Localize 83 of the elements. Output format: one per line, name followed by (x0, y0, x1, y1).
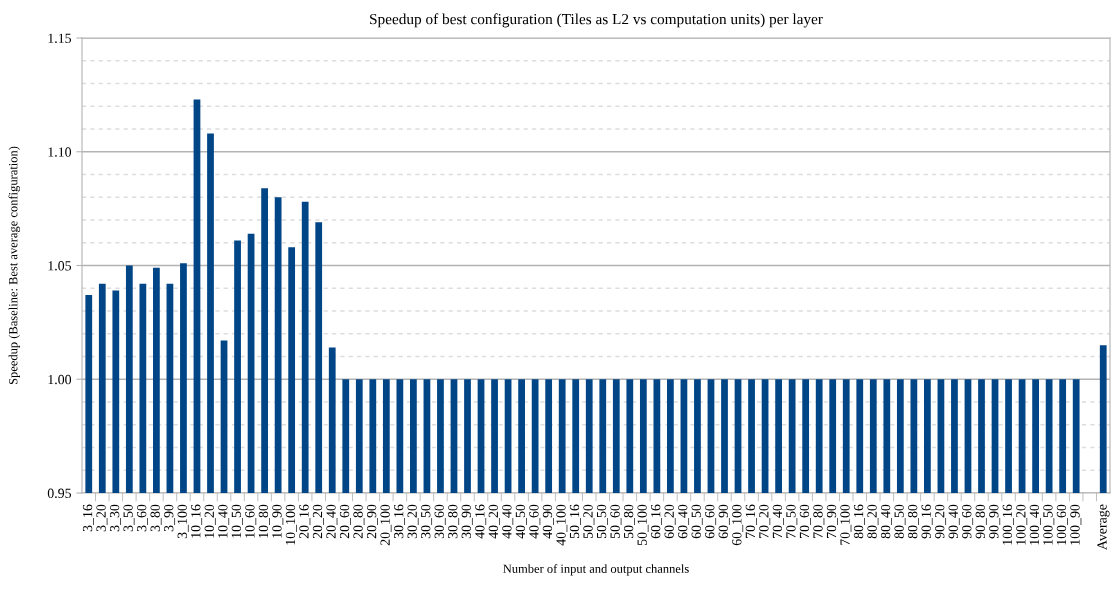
x-tick-label: 60_60 (705, 504, 717, 539)
x-tick-label: 10_100 (285, 504, 297, 545)
x-tick-label: 60_100 (732, 504, 744, 546)
x-tick-label: 10_60 (245, 504, 257, 538)
x-tick-label: 50_100 (637, 504, 649, 545)
x-tick-label: 90_80 (975, 504, 987, 539)
x-tick-label: 3_60 (136, 504, 148, 532)
x-tick-label: 100_40 (1029, 504, 1041, 545)
x-tick-label: 70_50 (786, 504, 798, 538)
y-tick-label: 1.10 (48, 147, 72, 157)
x-tick-label: 90_90 (989, 504, 1001, 539)
x-tick-label: 40_16 (475, 504, 487, 539)
x-tick-label: 40_20 (488, 504, 500, 539)
x-tick-label: 80_80 (907, 504, 919, 539)
x-tick-label: 3_100 (177, 504, 189, 539)
x-tick-label: 70_16 (745, 504, 757, 538)
x-tick-label: 50_20 (583, 504, 595, 539)
x-tick-label: 90_40 (948, 504, 960, 539)
x-tick-label: 90_20 (935, 504, 947, 539)
x-tick-label: 70_20 (759, 504, 771, 538)
x-tick-label: 20_100 (380, 504, 392, 546)
x-tick-label: 10_90 (272, 504, 284, 538)
x-tick-label: 100_16 (1002, 504, 1014, 545)
x-tick-label: 40_60 (529, 504, 541, 539)
x-tick-label: 70_60 (799, 504, 811, 538)
y-tick-label: 1.15 (48, 33, 72, 44)
x-tick-label: 70_80 (813, 504, 825, 538)
x-tick-label: 20_40 (326, 504, 338, 539)
x-tick-label: 70_100 (840, 504, 852, 545)
x-tick-label: 3_80 (150, 504, 162, 532)
x-tick-label: 60_16 (650, 504, 662, 539)
x-tick-label: 40_50 (515, 504, 527, 539)
x-tick-label: 90_16 (921, 504, 933, 539)
x-tick-label: 80_50 (894, 504, 906, 539)
x-tick-label: 40_40 (502, 504, 514, 539)
x-tick-label: 20_80 (353, 504, 365, 539)
x-tick-label: 90_60 (962, 504, 974, 539)
x-tick-label: Average (1097, 504, 1110, 550)
x-tick-label: 100_60 (1056, 504, 1068, 545)
x-tick-label: 10_50 (231, 504, 243, 538)
x-tick-label: 40_90 (542, 504, 554, 539)
x-tick-label: 50_16 (569, 504, 581, 539)
x-tick-label: 60_40 (678, 504, 690, 539)
y-tick-label: 1.00 (48, 374, 72, 385)
x-tick-label: 30_60 (434, 504, 446, 539)
x-tick-label: 80_16 (853, 504, 865, 539)
x-tick-label: 30_16 (393, 504, 405, 539)
x-tick-label: 10_40 (218, 504, 230, 538)
x-tick-label: 80_20 (867, 504, 879, 539)
y-axis-title: Speedup (Baseline: Best average configuration) (8, 146, 20, 385)
x-tick-label: 50_80 (623, 504, 635, 539)
x-tick-label: 3_90 (164, 504, 176, 532)
x-tick-label: 10_20 (204, 504, 216, 538)
x-tick-label: 60_20 (664, 504, 676, 539)
x-tick-label: 10_80 (258, 504, 270, 538)
x-tick-label: 100_90 (1070, 504, 1082, 545)
x-tick-label: 50_50 (596, 504, 608, 539)
x-tick-label: 30_80 (448, 504, 460, 539)
x-tick-label: 30_50 (421, 504, 433, 539)
chart-title: Speedup of best configuration (Tiles as L2 vs computation units) per layer (370, 13, 823, 28)
x-tick-label: 40_100 (556, 504, 568, 546)
x-axis-title: Number of input and output channels (503, 564, 689, 576)
x-tick-label: 3_20 (96, 504, 108, 532)
x-tick-label: 10_16 (191, 504, 203, 538)
x-tick-label: 20_90 (366, 504, 378, 539)
y-tick-label: 0.95 (47, 488, 72, 499)
x-tick-label: 100_20 (1016, 504, 1028, 545)
x-tick-label: 50_60 (610, 504, 622, 539)
x-tick-label: 30_90 (461, 504, 473, 539)
x-tick-label: 20_60 (339, 504, 351, 539)
x-tick-label: 80_40 (880, 504, 892, 539)
x-tick-label: 70_90 (826, 504, 838, 538)
x-tick-label: 70_40 (772, 504, 784, 538)
x-tick-label: 60_90 (718, 504, 730, 539)
x-tick-label: 3_50 (123, 504, 135, 532)
x-tick-label: 20_20 (312, 504, 324, 539)
x-tick-label: 30_20 (407, 504, 419, 539)
x-tick-label: 100_50 (1043, 504, 1055, 545)
x-tick-label: 3_30 (109, 504, 121, 532)
x-tick-label: 60_50 (691, 504, 703, 539)
x-tick-label: 3_16 (82, 504, 94, 532)
y-tick-label: 1.05 (48, 261, 72, 271)
x-tick-label: 20_16 (299, 504, 311, 539)
